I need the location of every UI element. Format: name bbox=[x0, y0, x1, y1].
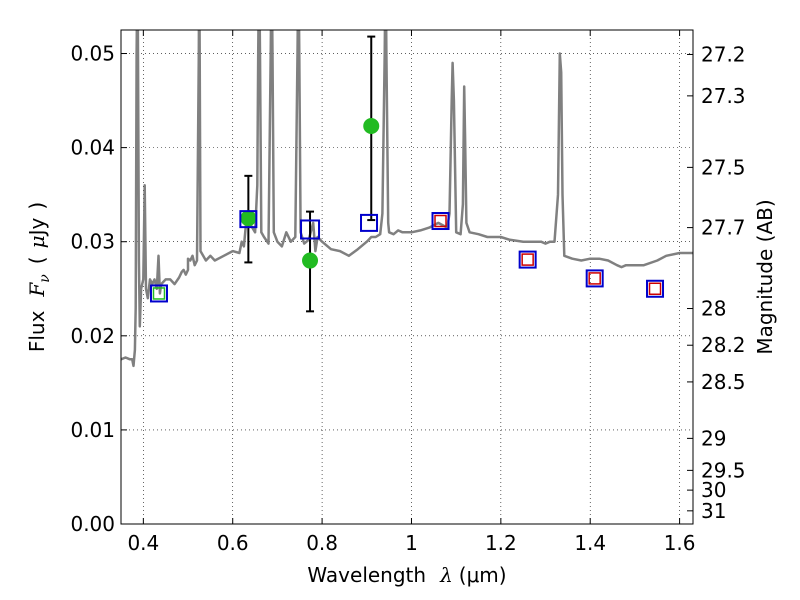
x-axis-label-unit: (μm) bbox=[459, 563, 507, 587]
y2-tick-label: 27.3 bbox=[701, 84, 746, 108]
observed-flux-point bbox=[363, 117, 380, 134]
x-tick-label: 1 bbox=[405, 531, 418, 555]
template-spectrum-line bbox=[121, 30, 693, 368]
y-axis-label-unit-open: ( bbox=[25, 256, 49, 264]
model-flux-square-red bbox=[588, 272, 601, 285]
x-tick-label: 0.4 bbox=[127, 531, 159, 555]
y2-tick-label: 29.5 bbox=[701, 458, 746, 482]
y2-tick-label: 28.5 bbox=[701, 370, 746, 394]
model-flux-square-blue bbox=[360, 213, 379, 232]
y-axis-label-unit-close: ) bbox=[25, 202, 49, 210]
y2-tick-label: 27.5 bbox=[701, 155, 746, 179]
x-tick-label: 0.6 bbox=[217, 531, 249, 555]
x-axis-label-symbol: λ bbox=[439, 563, 453, 587]
model-flux-square-red bbox=[648, 282, 662, 296]
y2-tick-label: 29 bbox=[701, 426, 726, 450]
model-flux-square-green bbox=[152, 287, 166, 300]
model-flux-square-blue bbox=[518, 250, 537, 269]
y-tick-label: 0.05 bbox=[70, 42, 115, 66]
y2-tick-label: 31 bbox=[701, 499, 726, 523]
y-tick-label: 0.00 bbox=[70, 512, 115, 536]
x-tick-label: 1.2 bbox=[485, 531, 517, 555]
grid-lines bbox=[121, 30, 693, 525]
plot-frame bbox=[120, 29, 694, 525]
model-flux-square-blue bbox=[431, 212, 450, 231]
y2-tick-label: 30 bbox=[701, 478, 726, 502]
observed-flux-point bbox=[302, 252, 319, 269]
y-axis-label-symbol-sub: ν bbox=[37, 274, 53, 283]
y-axis-ticks: 0.00 0.01 0.02 0.03 0.04 0.05 bbox=[70, 42, 127, 536]
x-tick-label: 0.8 bbox=[306, 531, 338, 555]
observed-flux-point bbox=[240, 210, 257, 227]
y-axis-label: Flux Fν ( μJy) bbox=[25, 202, 53, 352]
y-axis-label-unit: Jy bbox=[25, 217, 49, 237]
model-flux-square-blue bbox=[149, 284, 168, 303]
y2-axis-label: Magnitude (AB) bbox=[753, 199, 777, 354]
x-tick-label: 1.4 bbox=[574, 531, 606, 555]
x-axis-label: Wavelength λ (μm) bbox=[307, 563, 506, 587]
y-axis-label-unit-mu: μ bbox=[25, 235, 49, 248]
y2-tick-label: 27.7 bbox=[701, 216, 746, 240]
y2-tick-label: 27.2 bbox=[701, 42, 746, 66]
x-axis-ticks: 0.4 0.6 0.8 1 1.2 1.4 1.6 bbox=[127, 30, 696, 555]
model-flux-square-blue bbox=[300, 219, 321, 240]
error-bar-layer bbox=[244, 35, 376, 313]
y-tick-label: 0.04 bbox=[70, 136, 115, 160]
model-squares-layer bbox=[149, 210, 665, 303]
y-axis-label-text: Flux bbox=[25, 310, 49, 352]
y-tick-label: 0.02 bbox=[70, 324, 115, 348]
y-tick-label: 0.01 bbox=[70, 418, 115, 442]
model-flux-square-blue bbox=[239, 210, 258, 229]
y2-tick-label: 28 bbox=[701, 297, 726, 321]
model-flux-square-red bbox=[521, 253, 534, 266]
model-flux-square-red bbox=[434, 214, 447, 228]
y-tick-label: 0.03 bbox=[70, 230, 115, 254]
y2-tick-label: 28.2 bbox=[701, 333, 746, 357]
template-spectrum-layer bbox=[121, 30, 693, 368]
y-axis-label-symbol: F bbox=[25, 282, 49, 298]
model-flux-square-blue bbox=[585, 269, 604, 288]
model-flux-square-blue bbox=[646, 279, 665, 298]
x-tick-label: 1.6 bbox=[664, 531, 696, 555]
x-axis-label-text: Wavelength bbox=[307, 563, 426, 587]
